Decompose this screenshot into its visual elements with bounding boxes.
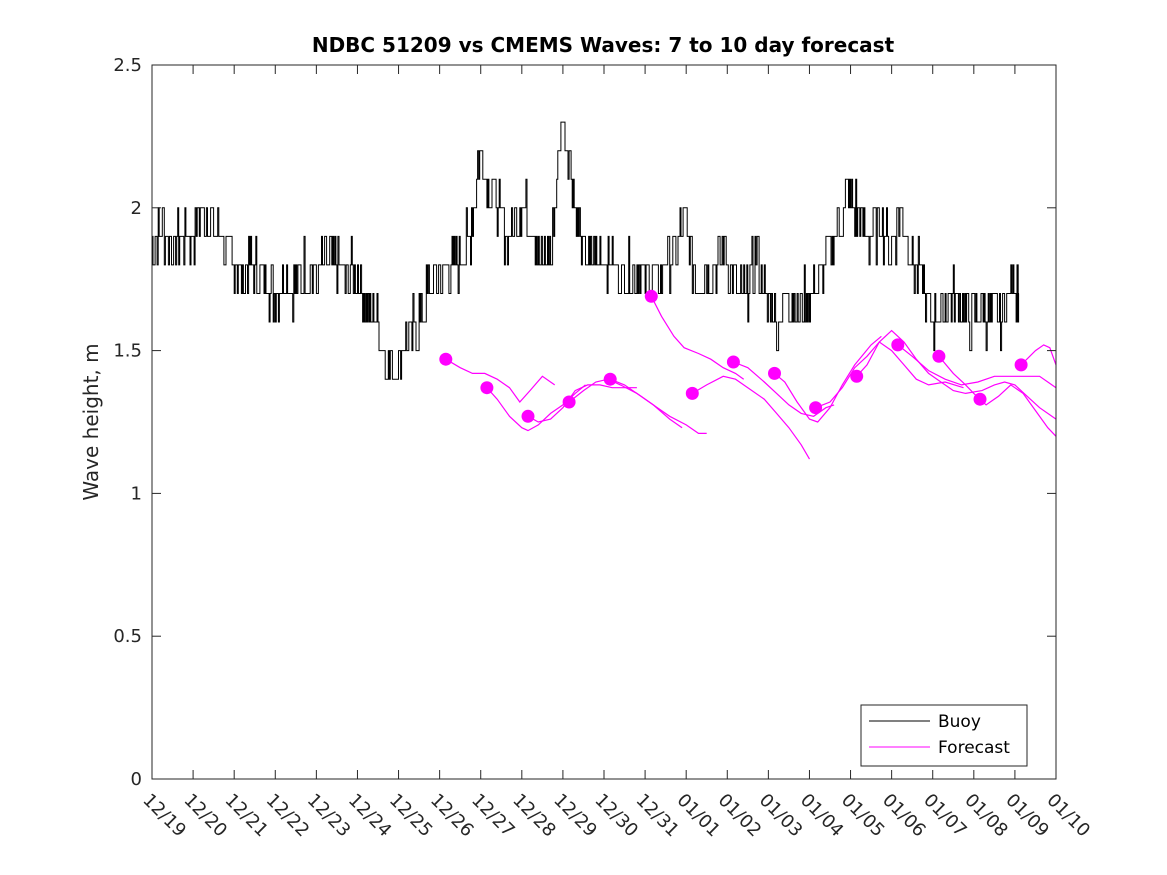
forecast-line-6	[650, 296, 745, 380]
forecast-marker	[439, 352, 453, 366]
forecast-marker	[809, 401, 823, 415]
forecast-marker	[685, 386, 699, 400]
forecast-marker	[850, 369, 864, 383]
chart-title: NDBC 51209 vs CMEMS Waves: 7 to 10 day f…	[312, 33, 895, 57]
y-tick-label: 0	[131, 769, 142, 790]
buoy-line	[151, 121, 1020, 380]
legend-buoy-label: Buoy	[938, 712, 981, 732]
y-axis: 0 0.5 1 1.5 2 2.5	[113, 55, 1056, 790]
forecast-line-1	[445, 358, 556, 403]
forecast-marker	[891, 338, 905, 352]
forecast-line-9	[774, 335, 882, 423]
y-tick-label: 2	[131, 198, 142, 219]
forecast-marker	[644, 289, 658, 303]
forecast-marker	[562, 395, 576, 409]
forecast-marker	[480, 381, 494, 395]
y-axis-label: Wave height, m	[79, 343, 103, 500]
legend: Buoy Forecast	[860, 704, 1028, 767]
y-tick-label: 2.5	[113, 55, 142, 76]
forecast-markers	[439, 289, 1028, 423]
legend-box	[860, 704, 1028, 767]
forecast-line-14	[1020, 344, 1057, 366]
forecast-line-7	[691, 375, 811, 460]
forecast-marker	[973, 392, 987, 406]
forecast-line-5	[609, 378, 707, 434]
forecast-line-12	[897, 344, 1057, 389]
legend-forecast-label: Forecast	[938, 738, 1010, 758]
forecast-marker	[768, 366, 781, 380]
forecast-line-11	[856, 329, 1057, 420]
y-tick-label: 0.5	[113, 626, 142, 647]
buoy-series	[151, 121, 1020, 380]
forecast-line-13	[938, 355, 1057, 437]
plot-area	[151, 64, 1057, 780]
forecast-line-3	[527, 384, 637, 423]
y-tick-label: 1.5	[113, 341, 142, 362]
forecast-marker	[521, 409, 535, 423]
forecast-line-4	[568, 378, 683, 429]
forecast-marker	[1014, 358, 1028, 372]
forecast-series	[445, 296, 1057, 460]
forecast-marker	[603, 372, 617, 386]
axes-background	[152, 65, 1056, 779]
forecast-line-10	[815, 341, 964, 409]
forecast-marker	[726, 355, 740, 369]
y-tick-label: 1	[131, 483, 142, 504]
forecast-line-8	[733, 361, 835, 417]
forecast-marker	[932, 349, 946, 363]
